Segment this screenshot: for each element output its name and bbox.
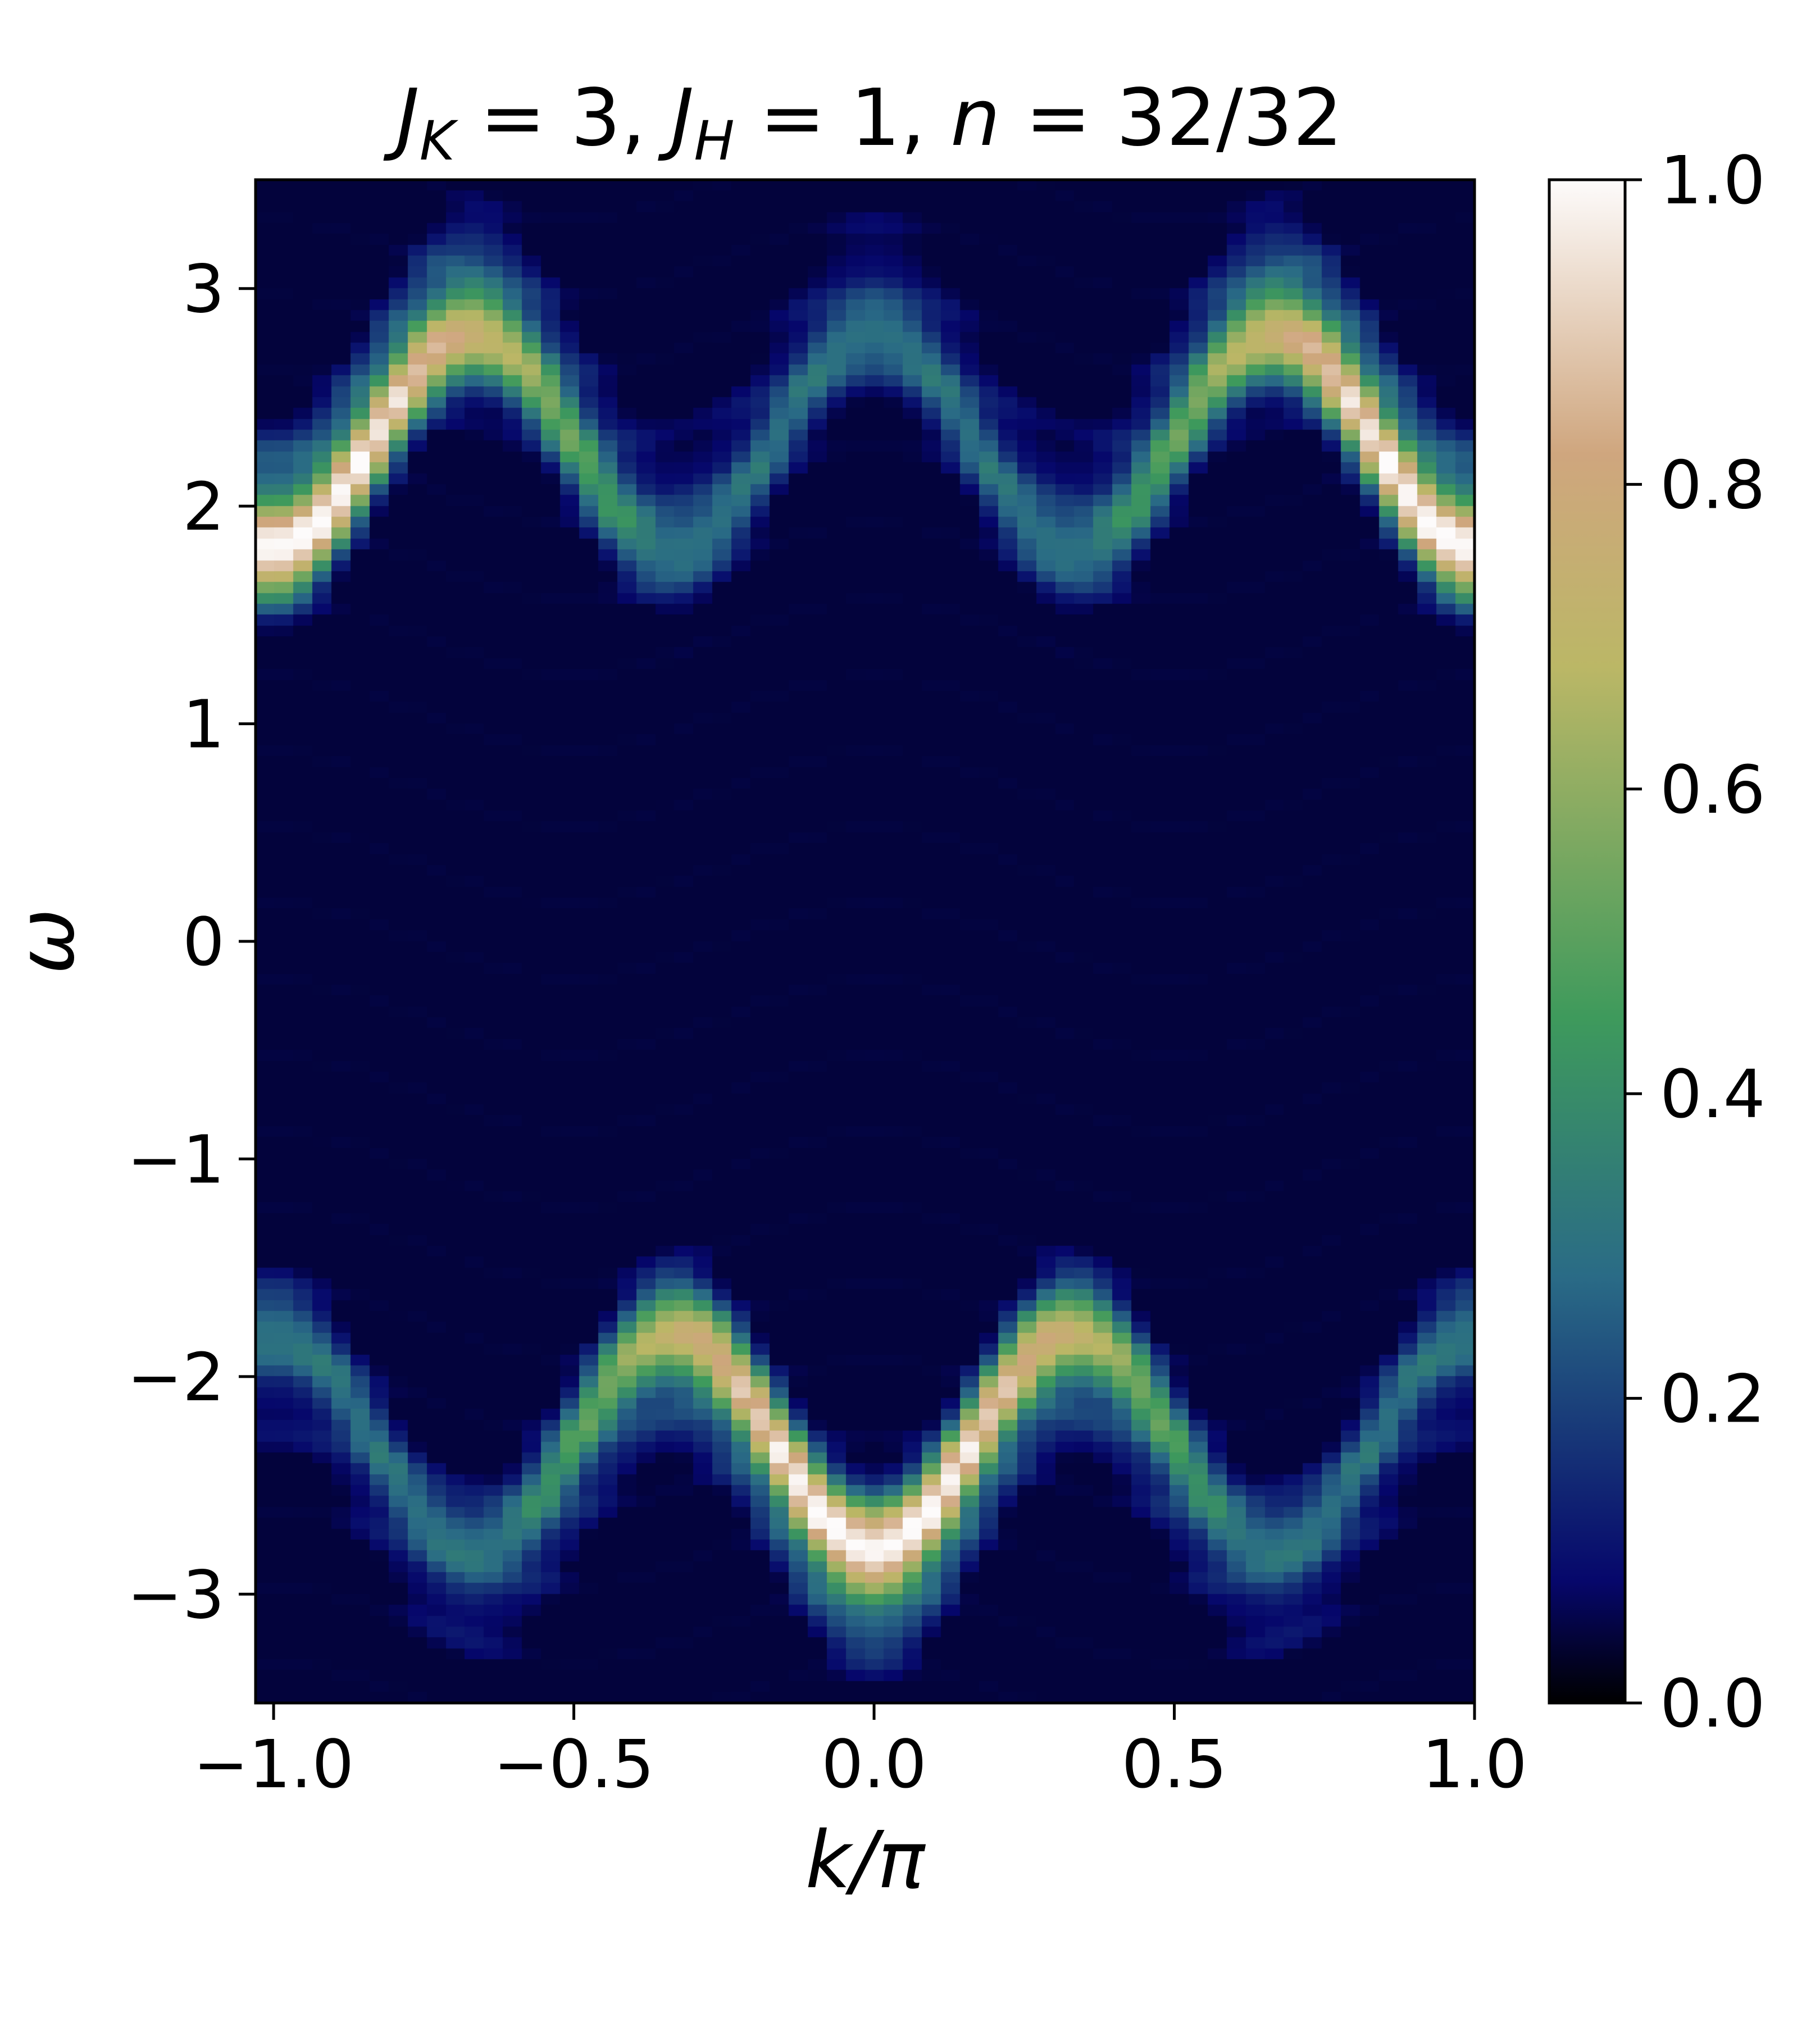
y-tick-label: −3 <box>127 1556 225 1633</box>
heatmap-container <box>256 180 1475 1703</box>
x-tick-label: 0.0 <box>821 1725 927 1803</box>
y-tick-label: −1 <box>127 1121 225 1198</box>
title-jk-value: = 3, <box>455 72 671 164</box>
y-tick-label: 2 <box>183 468 225 545</box>
y-tick-label: −2 <box>127 1338 225 1416</box>
colorbar-tick-label: 0.0 <box>1660 1665 1766 1742</box>
title-jh-subscript: H <box>694 110 734 172</box>
x-tick-label: 0.5 <box>1122 1725 1227 1803</box>
x-axis: −1.0 −0.5 0.0 0.5 1.0 <box>193 1703 1527 1803</box>
title-n-value: = 32/32 <box>1000 72 1343 164</box>
y-tick-label: 3 <box>183 251 225 328</box>
heatmap-image <box>256 180 1475 1703</box>
title-jh-value: = 1, <box>735 72 950 164</box>
title-jk-subscript: K <box>420 110 459 172</box>
colorbar-tick-label: 1.0 <box>1660 142 1766 219</box>
colorbar <box>1548 178 1627 1705</box>
title-jk-symbol: J <box>383 72 419 164</box>
x-tick-label: −0.5 <box>493 1725 654 1803</box>
title-n-symbol: n <box>950 72 1000 164</box>
colorbar-axis: 1.0 0.8 0.6 0.4 0.2 0.0 <box>1625 142 1766 1742</box>
colorbar-tick-label: 0.6 <box>1660 751 1766 828</box>
chart-title: JK = 3, JH = 1, n = 32/32 <box>383 72 1343 172</box>
y-axis: 3 2 1 0 −1 −2 −3 <box>127 251 256 1633</box>
x-axis-label: k/π <box>806 1815 926 1906</box>
colorbar-tick-label: 0.8 <box>1660 446 1766 523</box>
colorbar-tick-label: 0.4 <box>1660 1055 1766 1133</box>
colorbar-tick-label: 0.2 <box>1660 1360 1766 1438</box>
y-tick-label: 1 <box>183 686 225 763</box>
y-tick-label: 0 <box>183 903 225 981</box>
y-axis-label: ω <box>1 908 92 974</box>
x-tick-label: 1.0 <box>1422 1725 1527 1803</box>
x-tick-label: −1.0 <box>193 1725 354 1803</box>
